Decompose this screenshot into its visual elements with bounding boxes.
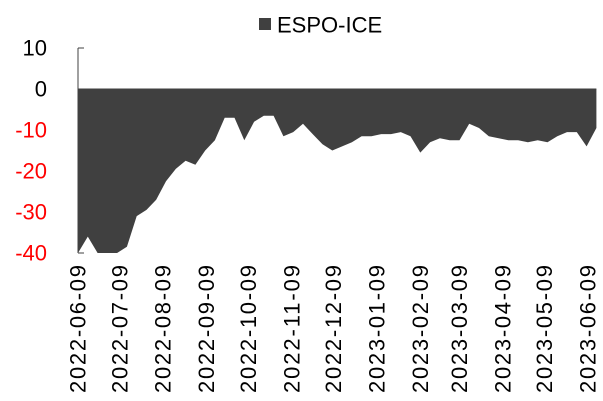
area-series-espo-ice xyxy=(78,89,597,253)
data-point xyxy=(370,135,373,138)
x-tick-label: 2022-12-09 xyxy=(321,265,346,393)
data-point xyxy=(419,151,422,154)
data-point xyxy=(262,114,265,117)
x-tick-label: 2022-07-09 xyxy=(107,265,132,393)
data-point xyxy=(438,137,441,140)
data-point xyxy=(253,120,256,123)
data-point xyxy=(311,133,314,136)
data-point xyxy=(145,208,148,211)
data-point xyxy=(135,215,138,218)
x-tick-label: 2023-06-09 xyxy=(576,265,601,393)
data-point xyxy=(125,245,128,248)
x-tick-label: 2022-08-09 xyxy=(151,265,176,393)
x-tick-label: 2023-02-09 xyxy=(408,265,433,393)
data-point xyxy=(429,141,432,144)
data-point xyxy=(282,135,285,138)
data-point xyxy=(350,141,353,144)
data-point xyxy=(556,135,559,138)
x-tick-label: 2023-03-09 xyxy=(447,265,472,393)
y-axis-tick-labels: 10 0 -10 -20 -30 -40 xyxy=(15,36,47,266)
data-point xyxy=(595,127,598,130)
data-point xyxy=(448,139,451,142)
y-tick-label: 0 xyxy=(35,77,47,102)
plot-area xyxy=(77,89,598,255)
legend-label: ESPO-ICE xyxy=(277,13,382,38)
x-tick-label: 2022-11-09 xyxy=(279,265,304,393)
x-tick-label: 2022-06-09 xyxy=(66,265,91,393)
data-point xyxy=(165,180,168,183)
data-point xyxy=(272,114,275,117)
x-tick-label: 2023-04-09 xyxy=(490,265,515,393)
data-point xyxy=(409,135,412,138)
data-point xyxy=(546,141,549,144)
data-point xyxy=(399,131,402,134)
data-point xyxy=(380,133,383,136)
data-point xyxy=(321,143,324,146)
data-point xyxy=(223,116,226,119)
data-point xyxy=(468,122,471,125)
data-point xyxy=(487,135,490,138)
data-point xyxy=(390,133,393,136)
data-point xyxy=(243,139,246,142)
data-point xyxy=(517,139,520,142)
data-point xyxy=(478,127,481,130)
data-point xyxy=(204,149,207,152)
x-tick-label: 2022-10-09 xyxy=(236,265,261,393)
data-point xyxy=(96,252,99,255)
data-point xyxy=(292,131,295,134)
data-point xyxy=(77,252,80,255)
data-point xyxy=(458,139,461,142)
y-tick-label: -20 xyxy=(15,159,47,184)
data-point xyxy=(497,137,500,140)
data-point xyxy=(213,139,216,142)
x-axis-tick-labels: 2022-06-09 2022-07-09 2022-08-09 2022-09-09… xyxy=(66,265,601,393)
data-point xyxy=(575,131,578,134)
data-point xyxy=(174,167,177,170)
data-point xyxy=(233,116,236,119)
y-tick-label: -40 xyxy=(15,241,47,266)
data-point xyxy=(194,163,197,166)
data-point xyxy=(106,252,109,255)
data-point xyxy=(331,149,334,152)
y-tick-label: -30 xyxy=(15,200,47,225)
x-tick-label: 2023-01-09 xyxy=(365,265,390,393)
data-point xyxy=(184,159,187,162)
legend-swatch xyxy=(259,18,271,30)
y-tick-label: 10 xyxy=(23,36,47,61)
legend: ESPO-ICE xyxy=(259,13,382,38)
x-tick-label: 2023-05-09 xyxy=(532,265,557,393)
data-point xyxy=(116,252,119,255)
data-point xyxy=(585,145,588,148)
data-point xyxy=(536,139,539,142)
data-point xyxy=(360,135,363,138)
x-tick-label: 2022-09-09 xyxy=(194,265,219,393)
data-point xyxy=(526,141,529,144)
data-point xyxy=(341,145,344,148)
data-point xyxy=(302,122,305,125)
y-tick-label: -10 xyxy=(15,118,47,143)
data-point xyxy=(507,139,510,142)
data-point xyxy=(566,131,569,134)
data-point xyxy=(86,235,89,238)
data-point xyxy=(155,198,158,201)
